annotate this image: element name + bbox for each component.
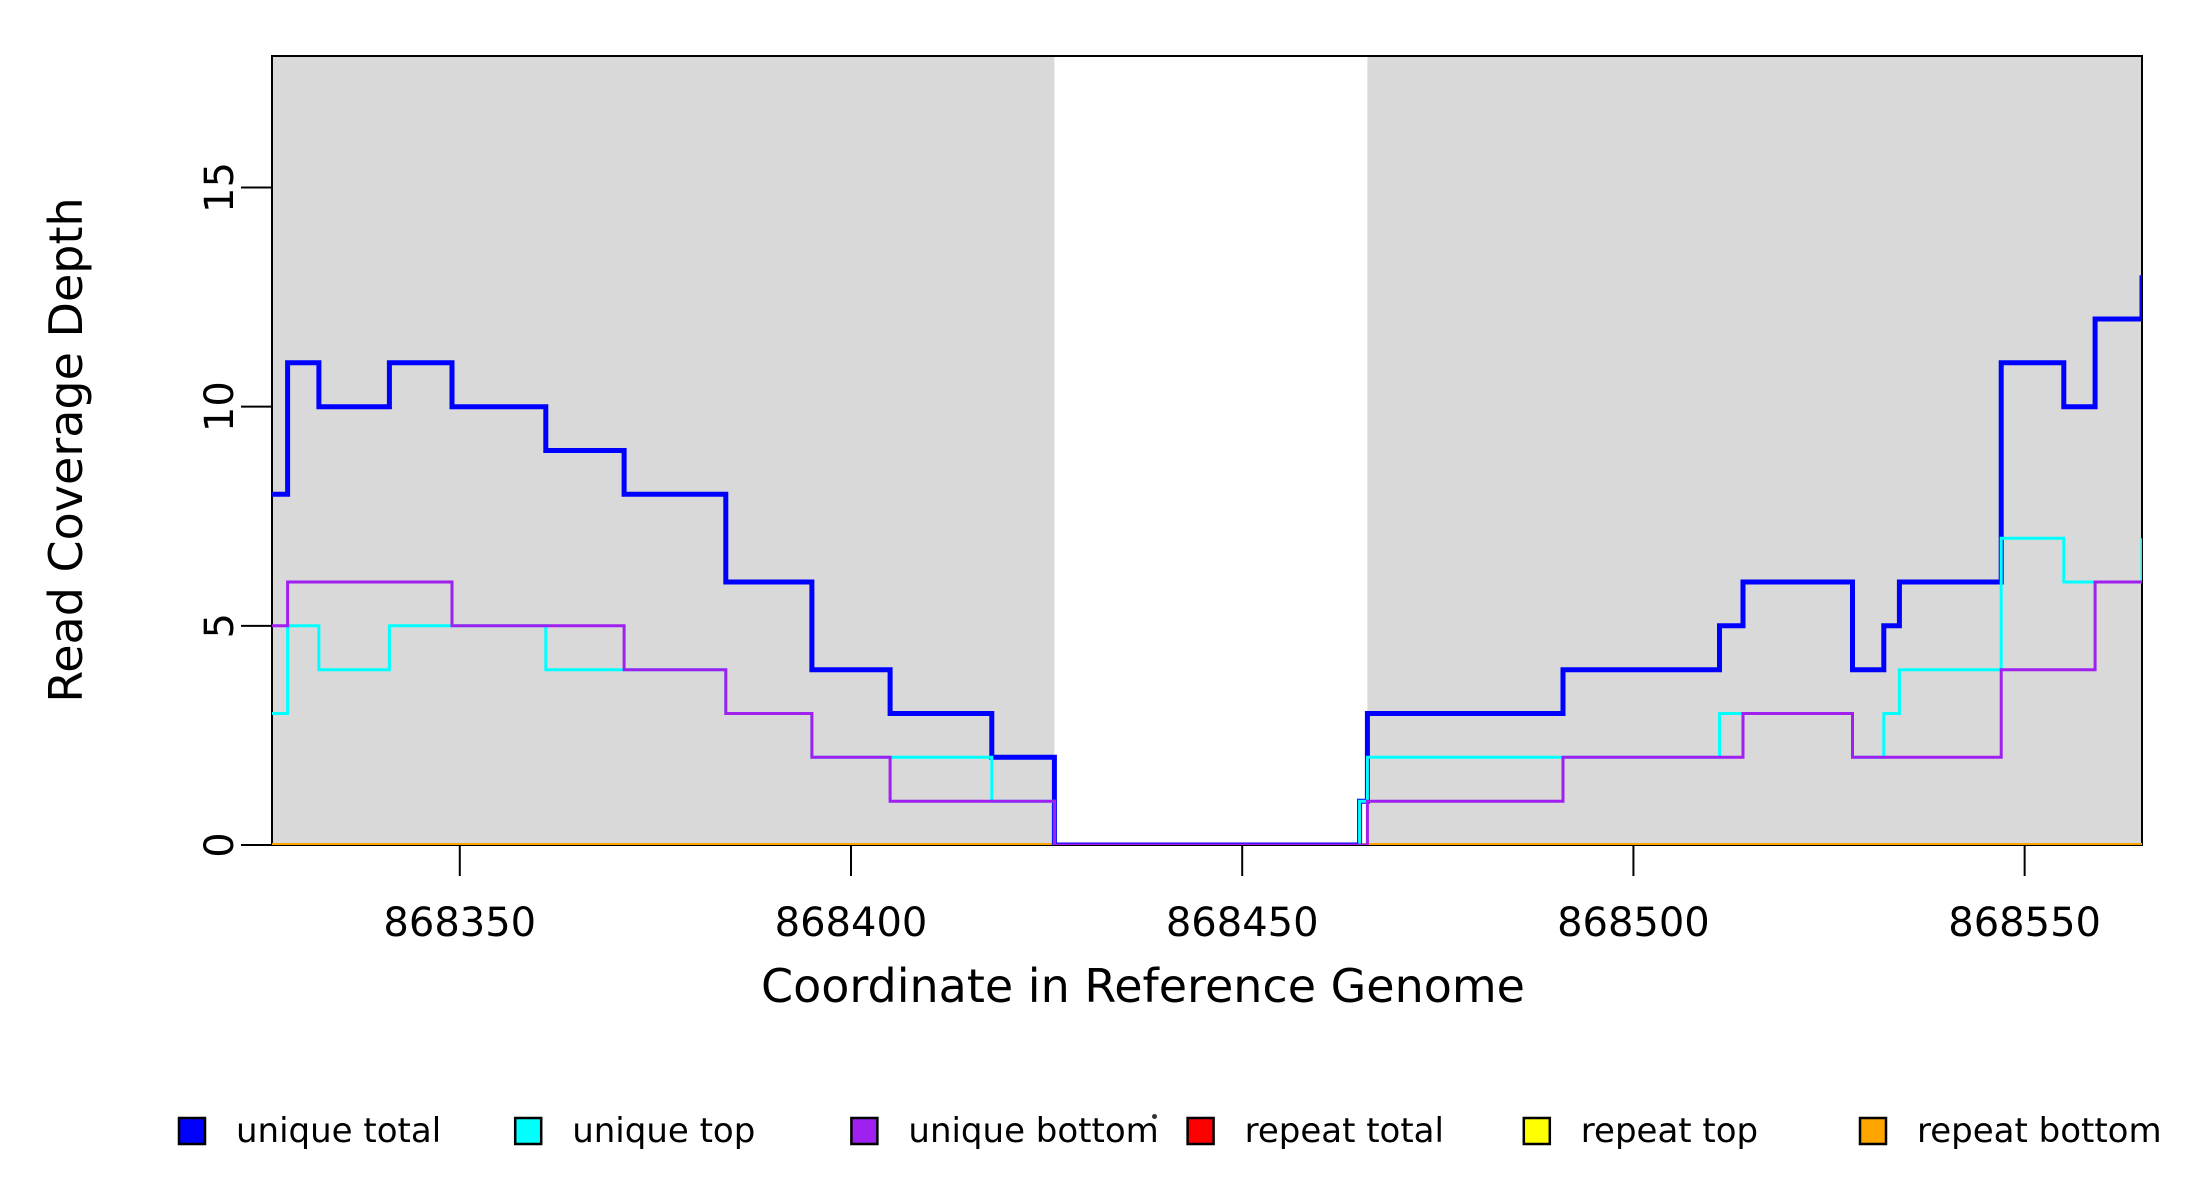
legend-swatch-unique-top (513, 1116, 543, 1146)
shaded-region (1367, 56, 2142, 845)
legend-label-unique-total: unique total (236, 1111, 441, 1151)
x-tick-label: 868350 (383, 900, 536, 946)
y-tick-label: 0 (197, 832, 243, 857)
series-line-unique-bottom (272, 580, 2142, 845)
shaded-region (272, 56, 1055, 845)
series-line-unique-total (272, 275, 2142, 845)
y-tick-label: 10 (197, 381, 243, 432)
y-axis-title: Read Coverage Depth (39, 197, 93, 702)
legend-label-repeat-bottom: repeat bottom (1917, 1111, 2162, 1151)
legend-label-repeat-top: repeat top (1581, 1111, 1758, 1151)
x-tick-label: 868550 (1948, 900, 2101, 946)
legend-label-unique-bottom: unique bottom (908, 1111, 1158, 1151)
y-tick-label: 15 (197, 162, 243, 213)
x-axis-title: Coordinate in Reference Genome (761, 959, 1525, 1013)
legend-swatch-unique-bottom (850, 1116, 879, 1146)
x-tick-label: 868400 (775, 900, 928, 946)
legend-label-repeat-total: repeat total (1245, 1111, 1444, 1151)
series-line-unique-top (272, 536, 2142, 845)
legend-swatch-repeat-top (1522, 1116, 1552, 1146)
legend-swatch-unique-total (177, 1116, 207, 1146)
x-tick-label: 868450 (1166, 900, 1319, 946)
y-tick-label: 5 (197, 613, 243, 638)
legend-swatch-repeat-total (1186, 1116, 1215, 1146)
series-group (272, 275, 2142, 845)
stray-mark-dot (1152, 1114, 1157, 1119)
legend-label-unique-top: unique top (572, 1111, 755, 1151)
x-tick-label: 868500 (1557, 900, 1710, 946)
legend-swatch-repeat-bottom (1858, 1116, 1888, 1146)
